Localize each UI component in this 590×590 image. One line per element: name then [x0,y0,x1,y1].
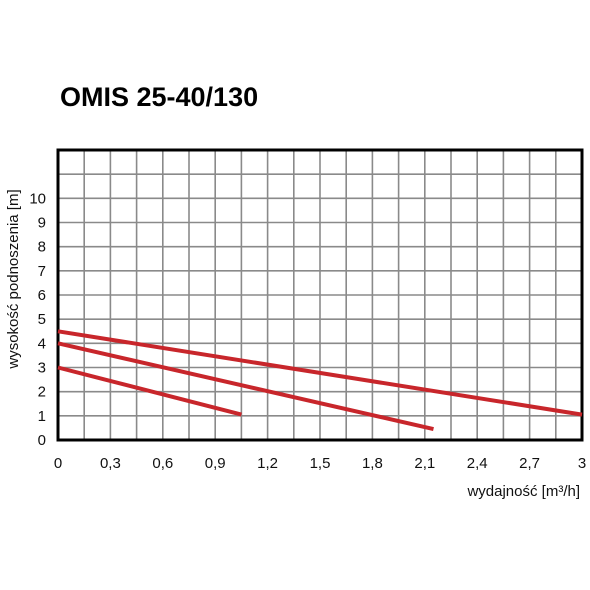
y-tick-labels: 0 1 2 3 4 5 6 7 8 9 10 [29,190,46,449]
chart-title: OMIS 25-40/130 [60,82,259,112]
y-tick-label: 8 [38,239,46,256]
x-tick-label: 2,1 [414,455,435,472]
y-tick-label: 9 [38,215,46,232]
x-tick-label: 0,6 [152,455,173,472]
grid [58,150,582,440]
x-tick-label: 2,4 [467,455,488,472]
y-tick-label: 0 [38,432,46,449]
x-tick-label: 1,5 [310,455,331,472]
y-tick-label: 4 [38,335,46,352]
y-tick-label: 10 [29,190,46,207]
series-group [57,329,583,432]
y-tick-label: 7 [38,263,46,280]
x-tick-label: 1,2 [257,455,278,472]
x-tick-label: 0,9 [205,455,226,472]
y-tick-label: 5 [38,311,46,328]
x-tick-label: 0 [54,455,62,472]
pump-curve-1 [57,329,583,417]
x-tick-label: 2,7 [519,455,540,472]
x-tick-labels: 0 0,3 0,6 0,9 1,2 1,5 1,8 2,1 2,4 2,7 3 [54,455,586,472]
plot-frame [56,148,584,442]
y-tick-label: 6 [38,287,46,304]
x-tick-label: 0,3 [100,455,121,472]
y-tick-label: 1 [38,408,46,425]
x-tick-label: 3 [578,455,586,472]
y-tick-label: 3 [38,360,46,377]
y-axis-label: wysokość podnoszenia [m] [5,189,22,369]
x-axis-label: wydajność [m³/h] [466,483,580,500]
pump-curve-2 [57,341,434,432]
x-tick-label: 1,8 [362,455,383,472]
pump-curve-3 [57,365,242,417]
y-tick-label: 2 [38,384,46,401]
